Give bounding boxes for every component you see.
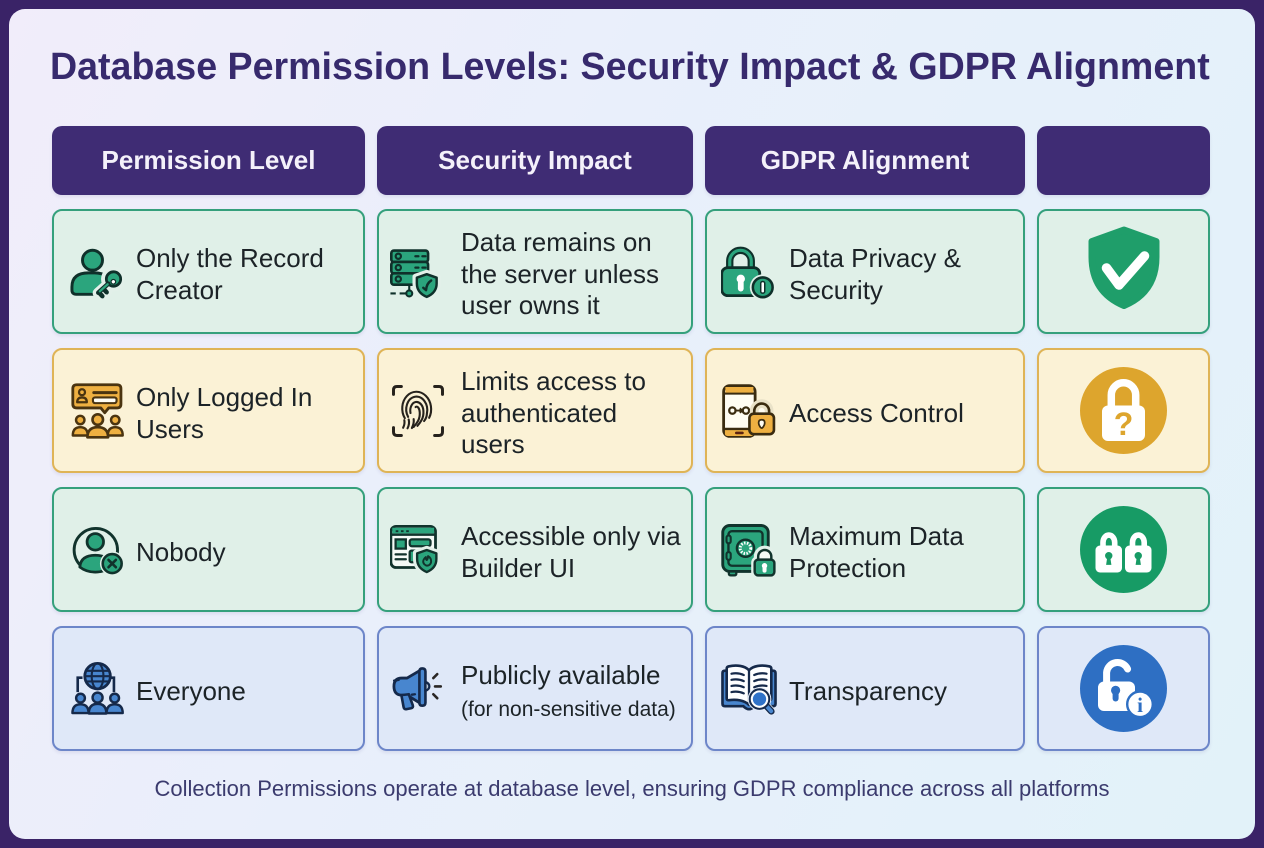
svg-text:?: ? (1114, 406, 1134, 442)
svg-text:i: i (1137, 693, 1143, 717)
